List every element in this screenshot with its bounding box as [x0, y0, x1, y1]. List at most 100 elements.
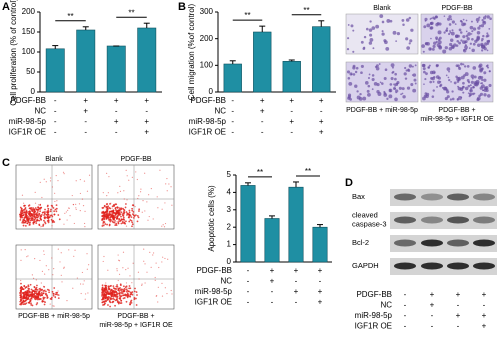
cell [446, 67, 451, 71]
cell [366, 89, 370, 93]
event [137, 271, 140, 273]
cell [427, 66, 431, 69]
event [128, 209, 131, 212]
event [130, 216, 133, 219]
event [39, 287, 41, 289]
event [144, 263, 146, 265]
event [123, 287, 126, 290]
bar [253, 31, 272, 93]
cell [379, 81, 382, 84]
cell [352, 29, 355, 32]
event [79, 178, 81, 181]
cell [438, 36, 442, 40]
plot-label: PDGF-BB + miR-98-5p [18, 313, 90, 320]
event [34, 216, 36, 219]
cell [391, 66, 394, 69]
cell [451, 29, 454, 32]
bar [240, 185, 256, 263]
event [157, 286, 159, 288]
event [171, 204, 173, 206]
event [103, 255, 105, 258]
event [40, 282, 42, 284]
cell [381, 20, 385, 24]
event [108, 300, 111, 303]
event [84, 225, 86, 228]
event [144, 172, 146, 174]
event [105, 282, 107, 284]
cell [425, 72, 428, 76]
cell [486, 15, 490, 19]
cell [398, 86, 402, 90]
event [33, 213, 36, 216]
event [24, 290, 27, 293]
event [19, 292, 22, 294]
event [82, 205, 85, 207]
event [30, 302, 32, 305]
event [149, 251, 151, 253]
event [102, 223, 104, 225]
event [128, 220, 131, 223]
cell [489, 17, 492, 21]
condition-sign: - [247, 277, 250, 286]
condition-sign: + [260, 96, 265, 105]
cell [383, 93, 388, 97]
blot-band [473, 239, 495, 247]
event [166, 177, 168, 180]
event [125, 225, 128, 227]
event [44, 301, 46, 304]
condition-sign: - [231, 117, 234, 126]
cell [457, 79, 460, 82]
cell [421, 44, 425, 48]
event [125, 282, 128, 284]
bar [312, 226, 328, 263]
event [122, 267, 124, 269]
event [150, 187, 152, 190]
event [127, 290, 130, 293]
event [101, 288, 104, 291]
event [104, 298, 106, 301]
cell [474, 82, 479, 87]
cell [444, 96, 448, 101]
event [154, 276, 156, 279]
condition-label: miR-98-5p [355, 311, 393, 320]
event [103, 290, 106, 293]
cell [360, 71, 363, 75]
event [158, 266, 160, 269]
event [122, 215, 125, 217]
event [124, 286, 127, 289]
event [74, 249, 76, 251]
cell [369, 38, 374, 42]
cell [422, 67, 426, 71]
cell [435, 64, 439, 68]
event [110, 202, 112, 204]
cell [481, 84, 485, 89]
event [24, 224, 27, 227]
cell [455, 64, 459, 68]
event [20, 293, 23, 296]
event [133, 290, 136, 293]
cell [349, 72, 353, 76]
event [25, 299, 27, 302]
cell [408, 16, 412, 20]
event [101, 295, 103, 297]
event [23, 202, 25, 204]
event [26, 290, 28, 293]
cell [431, 47, 435, 51]
cell [459, 87, 464, 91]
event [75, 207, 77, 209]
event [134, 205, 136, 208]
event [108, 176, 110, 178]
cell [393, 83, 396, 86]
y-tick-label: 200 [200, 34, 214, 43]
event [53, 210, 56, 213]
event [138, 278, 140, 280]
event [49, 210, 52, 213]
cell [394, 72, 397, 76]
event [43, 296, 46, 299]
event [112, 285, 115, 288]
plot-frame [97, 164, 175, 230]
event [34, 288, 37, 291]
condition-sign: - [54, 96, 57, 105]
condition-sign: - [54, 128, 57, 137]
cell [437, 30, 442, 35]
